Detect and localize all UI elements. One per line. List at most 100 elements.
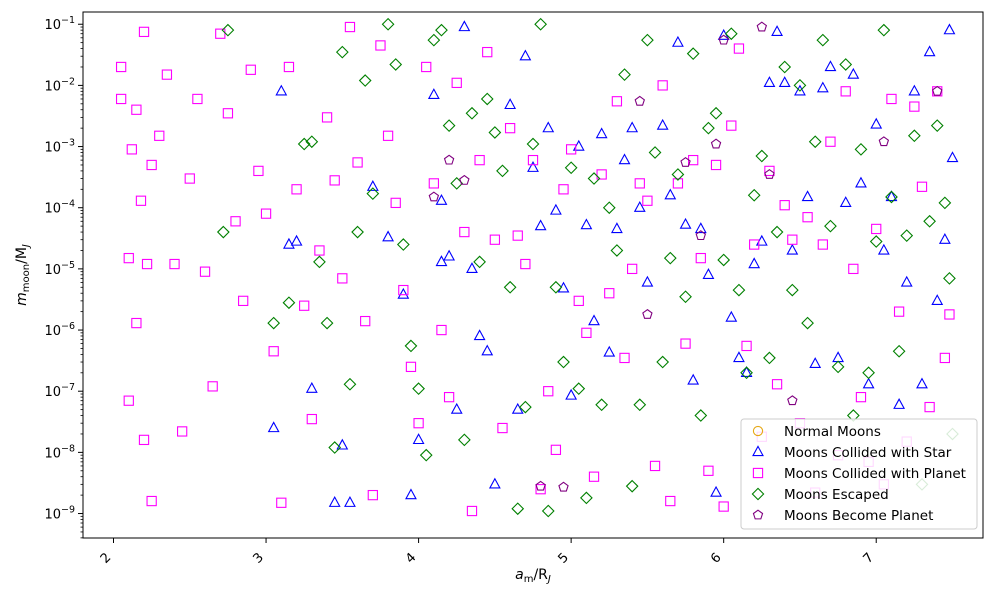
data-point — [627, 263, 638, 275]
data-point — [115, 61, 127, 73]
data-point — [732, 283, 746, 297]
legend-marker — [752, 509, 764, 520]
data-point — [808, 135, 822, 149]
data-point — [618, 68, 631, 82]
data-point — [375, 40, 386, 51]
data-point — [871, 223, 882, 235]
data-point — [222, 108, 234, 119]
data-point — [885, 190, 898, 204]
data-point — [946, 151, 959, 163]
data-point — [779, 200, 790, 211]
data-point — [733, 351, 745, 363]
data-point — [740, 366, 753, 377]
data-point — [817, 239, 828, 250]
data-point — [642, 195, 653, 206]
data-point — [763, 76, 776, 88]
y-tick-label: 10−5 — [44, 260, 75, 278]
data-point — [938, 196, 952, 210]
y-tick-label: 10−6 — [44, 321, 75, 339]
data-point — [299, 300, 310, 311]
data-point — [382, 130, 394, 141]
data-point — [535, 480, 546, 491]
data-point — [832, 351, 845, 363]
data-point — [855, 391, 867, 403]
data-point — [276, 497, 287, 508]
data-point — [793, 79, 807, 92]
data-point — [778, 60, 792, 74]
data-point — [665, 495, 676, 507]
data-point — [900, 275, 913, 287]
data-point — [944, 309, 955, 320]
data-point — [604, 288, 615, 299]
data-point — [457, 433, 471, 447]
data-point — [718, 501, 729, 512]
data-point — [625, 479, 639, 493]
data-point — [892, 344, 906, 358]
data-point — [771, 379, 783, 390]
data-point — [824, 219, 837, 233]
data-point — [943, 23, 956, 35]
data-point — [405, 361, 417, 373]
data-point — [473, 329, 486, 341]
legend-marker — [752, 445, 764, 457]
data-point — [138, 26, 150, 38]
data-point — [694, 409, 708, 422]
data-point — [596, 169, 607, 180]
data-point — [290, 234, 303, 246]
x-axis-label: am/RJ — [515, 567, 551, 585]
series-1 — [267, 20, 959, 507]
data-point — [412, 382, 425, 396]
legend-item: Moons Collided with Planet — [752, 466, 966, 482]
data-point — [694, 222, 707, 234]
series-3 — [216, 17, 959, 518]
data-point — [801, 190, 814, 202]
data-point — [764, 168, 775, 179]
data-point — [602, 201, 616, 215]
x-tick-label: 7 — [861, 550, 877, 566]
data-point — [512, 230, 523, 241]
data-point — [473, 255, 486, 269]
data-point — [932, 85, 943, 96]
data-point — [230, 216, 241, 227]
y-axis-ticks: 10−9 10−8 10−7 10−6 10−5 10−4 10−3 10−2 10−1 — [44, 15, 83, 539]
data-point — [390, 197, 401, 209]
data-point — [526, 137, 540, 151]
data-point — [344, 21, 356, 33]
legend-item: Normal Moons — [752, 424, 881, 440]
data-point — [527, 161, 539, 172]
data-point — [709, 106, 723, 120]
y-tick-label: 10−4 — [44, 199, 75, 217]
data-point — [404, 339, 418, 353]
data-point — [192, 93, 203, 105]
y-tick-label: 10−7 — [44, 382, 75, 400]
data-point — [824, 60, 837, 72]
data-point — [511, 502, 525, 516]
data-point — [816, 81, 829, 93]
y-tick-label: 10−9 — [44, 505, 75, 523]
data-point — [656, 355, 670, 369]
data-point — [253, 165, 264, 177]
data-point — [943, 271, 956, 285]
data-point — [161, 69, 173, 80]
data-point — [428, 191, 440, 202]
data-point — [216, 225, 230, 239]
data-point — [480, 92, 494, 106]
data-point — [916, 377, 928, 389]
data-point — [733, 43, 745, 54]
data-point — [260, 208, 272, 219]
data-point — [329, 175, 340, 186]
data-point — [885, 190, 898, 202]
y-tick-label: 10−1 — [44, 15, 75, 33]
data-point — [465, 106, 479, 120]
data-point — [344, 496, 356, 507]
data-point — [436, 324, 447, 336]
data-point — [398, 284, 409, 296]
data-point — [396, 238, 410, 251]
data-point — [869, 235, 883, 248]
data-point — [680, 156, 691, 167]
data-point — [649, 460, 661, 472]
data-point — [549, 280, 563, 294]
data-point — [291, 184, 302, 195]
data-point — [862, 377, 875, 389]
data-point — [747, 188, 761, 202]
